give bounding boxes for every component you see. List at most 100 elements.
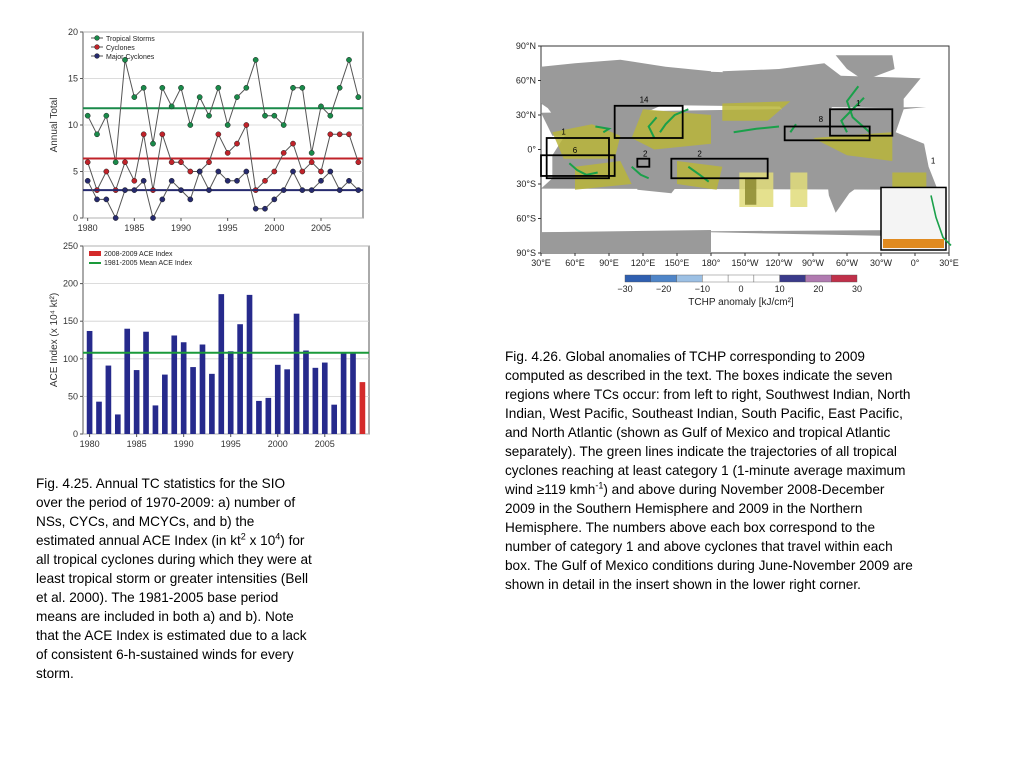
box-number: 8 [819,115,824,124]
caption-line: number of category 1 and above cyclones … [505,539,893,554]
x-tick-label: 2005 [311,223,331,233]
bar [293,313,300,434]
data-point-major [252,205,259,212]
colorbar-segment [753,274,780,283]
legend-label: Tropical Storms [106,36,155,43]
data-point-tropical [224,122,231,128]
caption-line: cyclones reaching at least category 1 (1… [505,463,906,478]
caption-line: Hemisphere. The numbers above each box c… [505,520,876,535]
legend-label: Major Cyclones [106,54,155,61]
x-tick-label: 1990 [174,439,194,449]
lat-label: 60°S [516,214,536,224]
colorbar-tick-label: 20 [813,284,823,294]
bar [312,367,319,434]
data-point-major [112,215,119,221]
caption-line: computed as described in the text. The b… [505,368,893,383]
data-point-cyclones [318,168,324,175]
bar [218,294,225,434]
caption-sup: 4 [275,531,281,542]
bar [114,414,121,434]
data-point-tropical [196,94,203,100]
insert-patch [883,239,944,248]
lon-label: 90°E [599,258,619,268]
data-point-tropical [346,57,352,63]
data-point-major [280,187,287,193]
data-point-tropical [308,150,315,156]
bar [190,367,196,434]
box-number: 6 [573,146,578,155]
data-point-tropical [234,94,240,100]
data-point-cyclones [355,159,362,166]
box-number: 14 [640,95,649,104]
data-point-cyclones [346,131,352,138]
lat-label: 90°N [516,41,536,51]
data-point-cyclones [140,131,147,138]
data-point-cyclones [243,122,250,128]
caption-line: box. The Gulf of Mexico conditions durin… [505,558,913,573]
lat-label: 0° [527,145,536,155]
data-point-major [178,187,184,193]
data-point-tropical [327,112,334,119]
colorbar-segment [702,274,729,283]
cyclone-track [687,165,710,183]
bar [350,352,356,434]
cyclone-track [631,166,650,180]
caption-line: regions where TCs occur: from left to ri… [505,387,911,402]
data-point-major [299,187,306,193]
bar [303,350,309,434]
caption-text: wind ≥119 kmh [505,482,596,497]
plot-area [82,245,370,435]
fig425-caption: Fig. 4.25. Annual TC statistics for the … [36,474,366,683]
data-point-major [103,196,110,203]
y-axis-label: Annual Total [49,98,60,153]
caption-line: means are included in both a) and b). No… [36,609,294,624]
lon-label: 30°E [531,258,551,268]
data-point-tropical [94,131,100,138]
data-point-cyclones [271,168,278,175]
box-number: 1 [931,156,936,165]
fig425b-chart: 0 50 100 150 200 250 1980 1985 1990 1995 2000 2005 A… [49,241,370,449]
tchp-anomaly-patch [722,101,791,121]
data-point-tropical [252,57,259,63]
caption-line: storm. [36,666,74,681]
bar [143,331,149,434]
fig426-caption: Fig. 4.26. Global anomalies of TCHP corr… [505,347,1005,594]
box-number: 1 [561,128,566,137]
data-point-major [224,177,231,184]
data-point-cyclones [224,150,231,156]
caption-line: Fig. 4.26. Global anomalies of TCHP corr… [505,349,865,364]
box-number: 2 [643,149,648,158]
lon-label: 120°W [765,258,793,268]
caption-line: of consistent 6-h-sustained winds for ev… [36,647,294,662]
data-point-cyclones [84,159,91,166]
x-tick-label: 2005 [315,439,335,449]
series-line-tropical [87,58,359,163]
fig425a-chart: 0 5 10 15 20 1980 1985 1990 1995 2000 2005 Annual T… [49,27,364,233]
caption-line: and North Atlantic (shown as Gulf of Mex… [505,425,891,440]
caption-line-wind: wind ≥119 kmh-1) and above during Novemb… [505,480,1005,499]
lon-label: 30°E [939,258,959,268]
data-point-tropical [299,84,306,91]
bar [124,328,131,434]
data-point-cyclones [178,159,184,166]
lon-label: 150°E [665,258,690,268]
lon-label: 180° [702,258,721,268]
data-point-major [122,187,128,193]
region-box [540,154,616,177]
data-point-tropical [84,112,91,119]
data-point-tropical [262,112,268,119]
data-point-major [159,196,166,203]
data-point-cyclones [327,131,334,138]
data-point-tropical [355,94,362,100]
fig426-panel: 1 14 8 1 6 2 2 1 90°N 60°N 30°N 0° 30°S 60°S 90°S 30°E 6… [505,36,975,314]
colorbar-segment [650,274,677,283]
data-point-tropical [103,112,110,119]
data-point-cyclones [290,140,296,147]
data-point-tropical [187,122,194,128]
data-point-cyclones [262,177,268,184]
lon-label: 0° [911,258,920,268]
x-tick-label: 1985 [127,439,147,449]
lat-label: 60°N [516,76,536,86]
bar [105,365,112,434]
